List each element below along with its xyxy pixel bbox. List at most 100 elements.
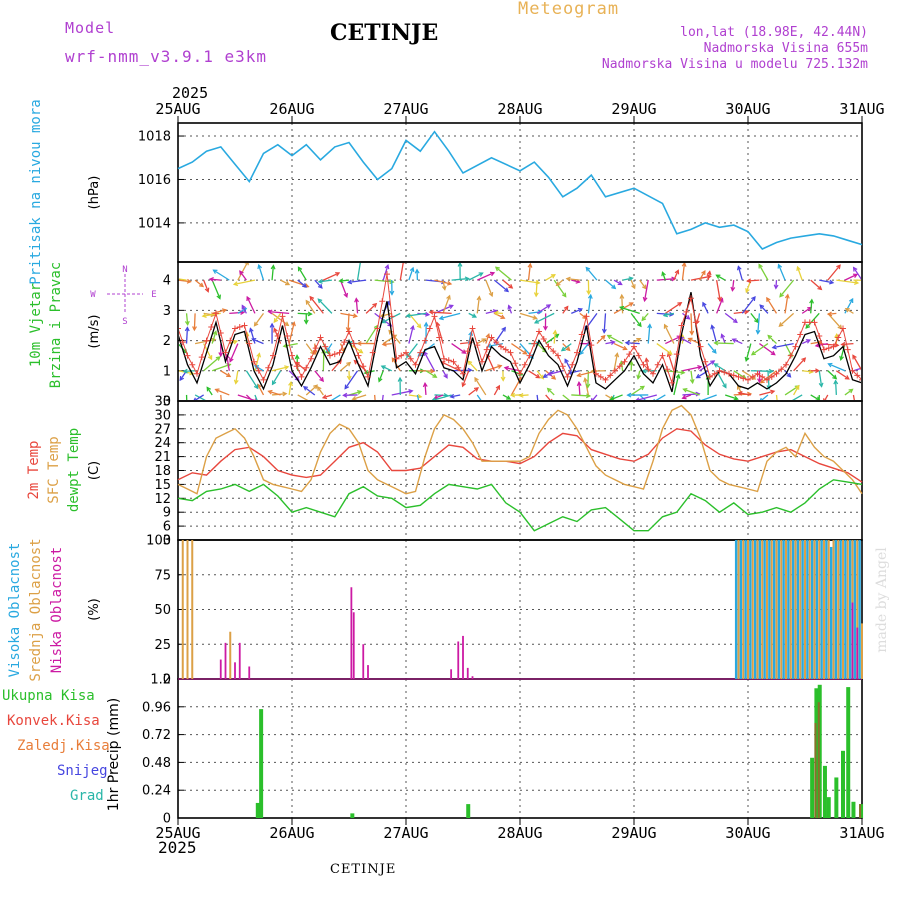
wind-arrow: [760, 394, 769, 400]
wind-arrow: [810, 341, 822, 345]
wind-arrow: [193, 313, 196, 331]
wind-arrow-head: [506, 395, 512, 400]
wind-arrow: [408, 394, 422, 398]
wind-arrow: [297, 266, 307, 281]
wind-gust-marker: [626, 351, 633, 358]
wind-arrow: [621, 294, 624, 314]
wind-arrow-head: [587, 293, 593, 299]
wind-arrow-head: [784, 293, 790, 299]
wind-arrow: [258, 264, 265, 281]
wind-arrow-head: [317, 298, 323, 304]
clouds-ytick-label: 100: [146, 534, 171, 549]
wind-arrow-head: [423, 321, 429, 327]
wind-arrow-head: [666, 351, 672, 357]
wind-arrow-head: [284, 365, 290, 370]
clouds-side-label: Srednja Oblacnost: [28, 538, 44, 681]
wind-arrow: [416, 394, 420, 400]
cloud-bar-high: [753, 540, 757, 679]
wind-arrow: [852, 355, 861, 371]
precip-bar-total: [851, 801, 856, 818]
wind-gust-marker: [683, 308, 690, 315]
wind-arrow: [716, 280, 721, 301]
wind-arrow: [784, 370, 791, 378]
elevation-label: Nadmorska Visina 655m: [703, 41, 868, 56]
wind-arrow: [536, 304, 551, 314]
wind-gust-marker: [635, 352, 642, 359]
wind-arrow-head: [852, 273, 859, 278]
wind-arrow: [568, 370, 580, 374]
wind-arrow-head: [731, 338, 737, 343]
model-label: Model: [65, 19, 116, 37]
wind-arrow-head: [796, 265, 801, 272]
wind-arrow-head: [473, 387, 479, 392]
wind-arrow: [661, 272, 666, 281]
wind-arrow: [406, 343, 418, 358]
wind-gust-marker: [844, 346, 851, 353]
cloud-bar-low: [466, 667, 469, 679]
wind-arrow-head: [805, 323, 811, 329]
wind-arrow-head: [871, 404, 875, 408]
wind-gust-marker: [308, 355, 314, 362]
wind-arrow: [245, 370, 259, 389]
wind-arrow: [487, 342, 504, 347]
wind-arrow-head: [667, 350, 673, 355]
wind-arrow-head: [372, 302, 378, 308]
wind-arrow: [468, 272, 483, 281]
wind-arrow-head: [637, 322, 642, 328]
wind-arrow: [690, 313, 693, 335]
wind-gust-marker: [783, 361, 789, 368]
wind-arrow-head: [352, 313, 358, 319]
wind-arrow-head: [636, 374, 642, 380]
wind-gust-marker: [213, 310, 219, 317]
wind-arrow-head: [642, 284, 647, 290]
pressure-side-label: Pritisak na nivou mora: [28, 99, 44, 284]
wind-arrow: [639, 394, 646, 400]
wind-arrow-head: [695, 373, 701, 379]
wind-arrow-head: [639, 385, 645, 391]
wind-arrow: [431, 394, 452, 400]
wind-arrow-head: [560, 346, 566, 352]
wind-arrow: [853, 367, 861, 372]
wind-gust-marker: [650, 370, 656, 377]
wind-arrow: [476, 272, 495, 281]
cloud-bar-high: [820, 540, 823, 679]
wind-gust-marker: [517, 370, 523, 377]
wind-arrow: [355, 298, 359, 314]
wind-arrow-head: [257, 263, 263, 270]
wind-arrow-head: [786, 372, 792, 378]
wind-arrow-head: [356, 341, 362, 346]
precip-bar-total: [834, 777, 839, 818]
wind-arrow-head: [732, 318, 738, 324]
wind-arrow: [347, 313, 350, 332]
cloud-bar-low: [224, 642, 227, 679]
wind-arrow-head: [267, 389, 273, 395]
wind-gust-marker: [227, 337, 234, 344]
wind-arrow-head: [527, 263, 533, 268]
wind-arrow: [528, 370, 540, 379]
wind-gust-marker: [607, 372, 614, 379]
wind-gust-marker: [531, 340, 538, 347]
wind-arrow: [681, 263, 686, 281]
wind-arrow: [493, 385, 500, 396]
wind-arrow: [805, 312, 820, 329]
wind-arrow-head: [346, 375, 352, 381]
clouds-ylabel: (%): [87, 598, 102, 621]
wind-arrow: [185, 327, 189, 344]
cloud-bar-mid: [799, 540, 802, 679]
wind-arrow-head: [321, 394, 328, 400]
cloud-bar-high: [796, 540, 800, 679]
wind-arrow: [625, 342, 640, 345]
wind-gust-marker: [621, 358, 628, 365]
precip-bar-convective: [814, 723, 817, 818]
wind-arrow: [280, 279, 290, 286]
wind-arrow: [374, 312, 392, 327]
wind-arrow: [288, 382, 292, 396]
wind-arrow-head: [342, 392, 348, 398]
wind-gust-marker: [398, 352, 405, 359]
wind-arrow: [493, 279, 509, 292]
cloud-bar-mid: [766, 540, 768, 679]
wind-gust-marker: [312, 345, 319, 352]
cloud-bar-mid: [191, 540, 194, 679]
wind-gust-marker: [365, 373, 371, 380]
wind-arrow-head: [418, 404, 422, 408]
